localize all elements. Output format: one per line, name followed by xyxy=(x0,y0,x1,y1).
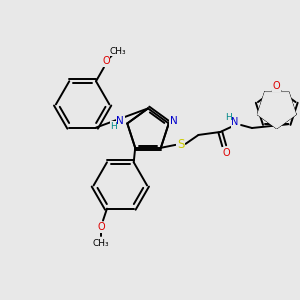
Text: H: H xyxy=(110,122,117,131)
Text: O: O xyxy=(102,56,110,66)
Text: N: N xyxy=(116,116,124,127)
Text: CH₃: CH₃ xyxy=(110,47,126,56)
Text: H: H xyxy=(225,112,232,122)
Text: O: O xyxy=(222,148,230,158)
Text: O: O xyxy=(97,223,105,232)
Text: CH₃: CH₃ xyxy=(93,239,109,248)
Text: O: O xyxy=(273,81,280,92)
Text: N: N xyxy=(170,116,178,127)
Polygon shape xyxy=(258,92,296,128)
Text: S: S xyxy=(177,138,184,151)
Text: N: N xyxy=(231,117,239,127)
